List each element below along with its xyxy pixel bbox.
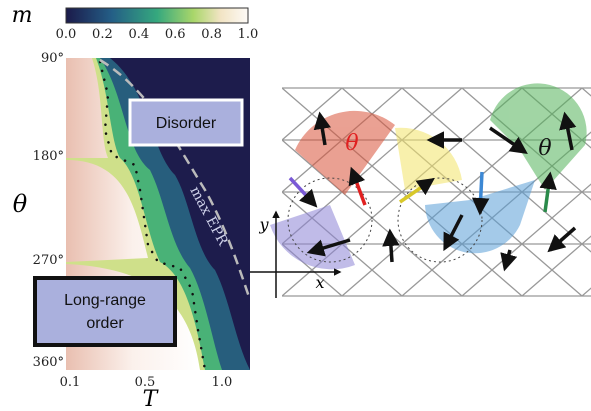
order-box	[35, 278, 175, 345]
disorder-label: Disorder	[156, 115, 217, 132]
y-tick-label: 180°	[33, 149, 64, 164]
colorbar-tick-label: 0.0	[56, 27, 77, 42]
spin	[505, 250, 510, 268]
x-tick-label: 1.0	[212, 375, 233, 390]
y-label: y	[258, 215, 269, 234]
y-tick-label: 90°	[41, 51, 64, 66]
spin	[480, 172, 482, 212]
colorbar-ticks: 0.0 0.2 0.4 0.6 0.8 1.0	[56, 27, 259, 42]
colorbar	[66, 8, 248, 23]
x-tick-label: 0.5	[135, 375, 156, 390]
order-label: Long-range	[64, 292, 146, 309]
x-tick-label: 0.1	[60, 375, 81, 390]
y-tick-label: 270°	[33, 253, 64, 268]
x-label: x	[315, 273, 324, 292]
colorbar-tick-label: 0.8	[201, 27, 222, 42]
y-axis-label: θ	[13, 190, 28, 218]
x-axis-label: T	[143, 387, 160, 411]
heatmap: max EPR Disorder Long-range order	[35, 58, 250, 370]
spin	[390, 232, 392, 262]
angle-label: θ	[538, 136, 551, 161]
spin	[550, 228, 575, 250]
colorbar-tick-label: 1.0	[238, 27, 259, 42]
colorbar-tick-label: 0.6	[165, 27, 186, 42]
order-label: order	[86, 315, 124, 332]
colorbar-tick-label: 0.4	[128, 27, 149, 42]
colorbar-label: m	[12, 3, 33, 28]
y-tick-label: 360°	[33, 355, 64, 370]
colorbar-tick-label: 0.2	[92, 27, 113, 42]
angle-label: θ	[345, 131, 358, 156]
sector	[270, 205, 355, 269]
figure: m 0.0 0.2 0.4 0.6 0.8 1.0 max EPR Disorder Lo…	[0, 0, 591, 411]
